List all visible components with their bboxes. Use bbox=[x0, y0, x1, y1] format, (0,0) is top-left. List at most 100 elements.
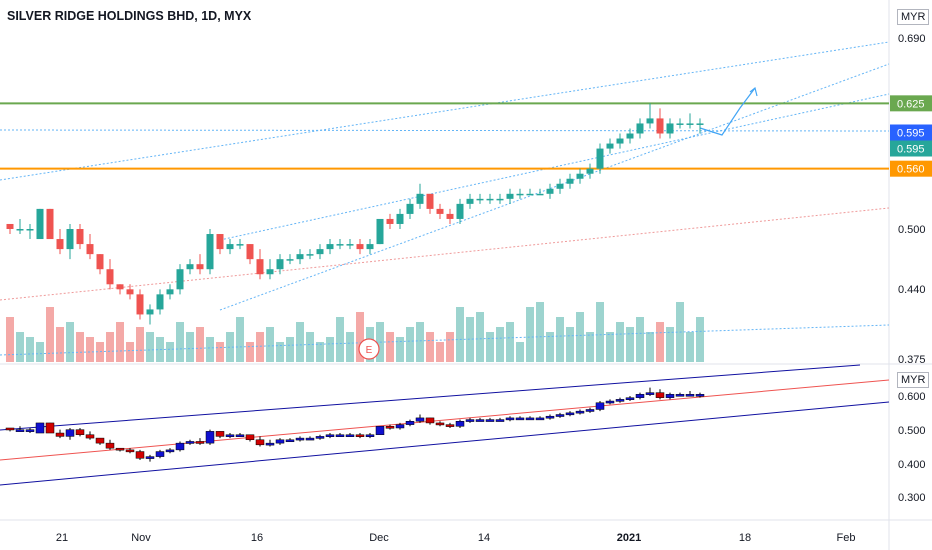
lower-candle-body bbox=[365, 434, 375, 437]
projection-arrow bbox=[699, 87, 756, 136]
level-label: 0.560 bbox=[897, 164, 925, 176]
lower-candle-body bbox=[465, 419, 475, 422]
lower-candle-body bbox=[65, 429, 75, 437]
lower-candle-body bbox=[345, 434, 355, 437]
lower-candle-body bbox=[215, 431, 225, 437]
lower-candle-body bbox=[285, 439, 295, 443]
volume-bar bbox=[696, 317, 704, 362]
x-tick-label: 21 bbox=[56, 532, 68, 544]
volume-bar bbox=[666, 327, 674, 362]
x-tick-label: Feb bbox=[837, 532, 856, 544]
volume-bar bbox=[396, 337, 404, 362]
volume-bar bbox=[466, 317, 474, 362]
lower-candle-body bbox=[585, 409, 595, 412]
lower-candle-body bbox=[155, 451, 165, 457]
volume-bar bbox=[526, 307, 534, 362]
candle-body bbox=[336, 244, 344, 246]
volume-bar bbox=[566, 327, 574, 362]
lower-candle-body bbox=[555, 414, 565, 417]
candle-body bbox=[136, 294, 144, 315]
volume-bar bbox=[266, 327, 274, 362]
volume-bar bbox=[236, 317, 244, 362]
volume-bar bbox=[66, 322, 74, 362]
lower-candle-body bbox=[595, 402, 605, 410]
volume-bar bbox=[536, 302, 544, 362]
volume-bar bbox=[486, 332, 494, 362]
candle-body bbox=[46, 208, 54, 240]
y-tick-label: 0.690 bbox=[898, 33, 926, 45]
lower-y-tick-label: 0.500 bbox=[898, 425, 926, 437]
lower-candle-body bbox=[55, 432, 65, 437]
lower-y-tick-label: 0.600 bbox=[898, 391, 926, 403]
current-price-line bbox=[0, 129, 890, 132]
candle-body bbox=[576, 173, 584, 179]
lower-candle-body bbox=[545, 415, 555, 419]
lower-candle-body bbox=[135, 451, 145, 459]
volume-bar bbox=[56, 327, 64, 362]
candle-body bbox=[156, 294, 164, 310]
lower-candle-body bbox=[405, 421, 415, 425]
x-tick-label: 16 bbox=[251, 532, 263, 544]
lower-candle-body bbox=[315, 436, 325, 439]
candle-body bbox=[286, 259, 294, 261]
lower-channel-upper bbox=[0, 364, 861, 431]
volume-bar bbox=[316, 342, 324, 362]
lower-candle-body bbox=[225, 434, 235, 437]
lower-candle-body bbox=[75, 429, 85, 435]
price-label: 0.595 bbox=[897, 144, 925, 156]
volume-bar bbox=[356, 312, 364, 362]
lower-trend-line bbox=[0, 207, 890, 301]
rising-channel-mid bbox=[219, 63, 890, 311]
lower-candle-body bbox=[565, 412, 575, 416]
lower-candle-body bbox=[445, 424, 455, 427]
lower-candle-body bbox=[495, 419, 505, 422]
candle-body bbox=[296, 254, 304, 260]
volume-bar bbox=[36, 342, 44, 362]
volume-bar bbox=[326, 337, 334, 362]
candle-body bbox=[216, 234, 224, 250]
lower-candle-body bbox=[425, 417, 435, 424]
candle-body bbox=[616, 138, 624, 144]
volume-bar bbox=[646, 332, 654, 362]
lower-candle-body bbox=[125, 449, 135, 453]
volume-bar bbox=[386, 332, 394, 362]
volume-bar bbox=[656, 322, 664, 362]
candle-body bbox=[496, 198, 504, 201]
volume-bar bbox=[246, 342, 254, 362]
candle-body bbox=[96, 254, 104, 270]
candle-body bbox=[356, 244, 364, 250]
candle-body bbox=[466, 198, 474, 204]
candle-body bbox=[586, 168, 594, 174]
candle-body bbox=[376, 218, 384, 245]
volume-bar bbox=[556, 317, 564, 362]
volume-bar bbox=[416, 322, 424, 362]
candle-body bbox=[476, 198, 484, 201]
lower-candle-body bbox=[395, 424, 405, 429]
volume-bar bbox=[196, 327, 204, 362]
lower-candle-body bbox=[295, 437, 305, 441]
candle-body bbox=[146, 309, 154, 315]
candle-body bbox=[366, 244, 374, 250]
volume-bar bbox=[626, 327, 634, 362]
upper-channel-line bbox=[0, 41, 890, 181]
candle-body bbox=[86, 244, 94, 255]
price-label-bg bbox=[890, 140, 932, 157]
lower-candle-body bbox=[175, 442, 185, 451]
volume-bar bbox=[226, 332, 234, 362]
currency-badge[interactable]: MYR bbox=[897, 9, 930, 25]
candle-body bbox=[346, 244, 354, 246]
volume-bar bbox=[546, 332, 554, 362]
candle-body bbox=[236, 244, 244, 246]
candle-body bbox=[326, 244, 334, 250]
candle-body bbox=[606, 143, 614, 149]
candle-body bbox=[406, 203, 414, 214]
candle-body bbox=[626, 133, 634, 139]
volume-bar bbox=[446, 332, 454, 362]
candle-body bbox=[546, 188, 554, 194]
candle-body bbox=[256, 259, 264, 275]
lower-candle-body bbox=[665, 394, 675, 398]
level-label: 0.625 bbox=[897, 98, 925, 110]
lower-candle-body bbox=[635, 394, 645, 398]
currency-badge-lower[interactable]: MYR bbox=[897, 372, 930, 388]
